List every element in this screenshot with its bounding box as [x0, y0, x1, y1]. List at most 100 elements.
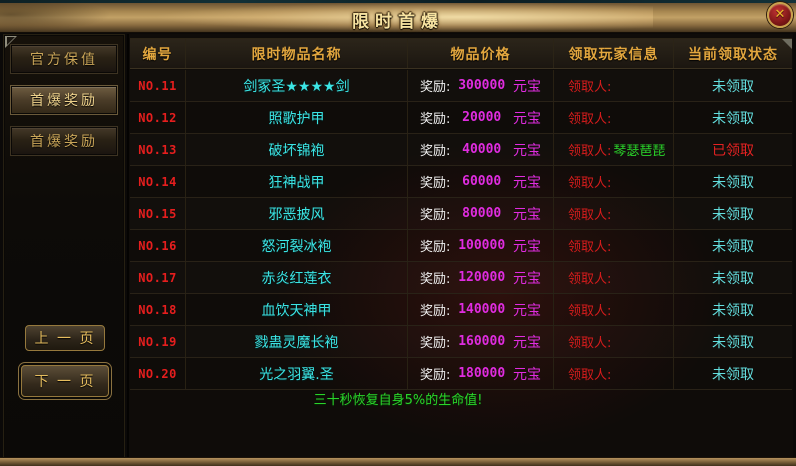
row-number: NO.18: [130, 294, 186, 325]
claimer-prefix-label: 领取人:: [568, 368, 612, 383]
close-button[interactable]: ✕: [767, 2, 793, 28]
corner-fold-top-right: [782, 39, 792, 49]
header-item-price: 物品价格: [408, 39, 554, 68]
price-currency-label: 元宝: [513, 238, 541, 255]
title-bar: [0, 3, 796, 33]
item-name: 怒河裂冰袍: [186, 230, 408, 261]
claim-status: 未领取: [712, 206, 754, 223]
item-name: 赤炎红莲衣: [186, 262, 408, 293]
table-row: NO.12 照歌护甲 奖励: 20000 元宝 领取人: 未领取: [130, 102, 792, 134]
table-row: NO.18 血饮天神甲 奖励: 140000 元宝 领取人: 未领取: [130, 294, 792, 326]
claim-status: 未领取: [712, 270, 754, 287]
price-currency-label: 元宝: [513, 110, 541, 127]
price-value: 80000: [462, 206, 502, 221]
price-value: 160000: [458, 334, 506, 349]
table-row: NO.14 狂神战甲 奖励: 60000 元宝 领取人: 未领取: [130, 166, 792, 198]
price-prefix-label: 奖励:: [420, 272, 451, 287]
claimer-prefix-label: 领取人:: [568, 304, 612, 319]
sidebar-button-first-drop-reward[interactable]: 首爆奖励: [11, 127, 117, 155]
price-prefix-label: 奖励:: [420, 240, 451, 255]
sidebar-button-first-drop-reward-active[interactable]: 首爆奖励: [11, 86, 117, 114]
price-value: 140000: [458, 302, 506, 317]
price-currency-label: 元宝: [513, 270, 541, 287]
table-row: NO.17 赤炎红莲衣 奖励: 120000 元宝 领取人: 未领取: [130, 262, 792, 294]
price-value: 40000: [462, 142, 502, 157]
price-value: 300000: [458, 78, 506, 93]
price-currency-label: 元宝: [513, 206, 541, 223]
claimer-prefix-label: 领取人:: [568, 240, 612, 255]
claimer-cell: 领取人:: [554, 166, 674, 197]
claimer-cell: 领取人:: [554, 358, 674, 389]
row-number: NO.16: [130, 230, 186, 261]
row-number: NO.13: [130, 134, 186, 165]
price-prefix-label: 奖励:: [420, 304, 451, 319]
claim-status: 未领取: [712, 366, 754, 383]
row-number: NO.15: [130, 198, 186, 229]
item-price-cell: 奖励: 160000 元宝: [408, 326, 554, 357]
price-value: 180000: [458, 366, 506, 381]
claim-status: 未领取: [712, 78, 754, 95]
claimer-cell: 领取人:: [554, 294, 674, 325]
price-currency-label: 元宝: [513, 366, 541, 383]
item-price-cell: 奖励: 180000 元宝: [408, 358, 554, 389]
item-name: 破坏锦袍: [186, 134, 408, 165]
row-number: NO.14: [130, 166, 186, 197]
claimer-cell: 领取人:: [554, 326, 674, 357]
item-effect-tip: 三十秒恢复自身5%的生命值!: [313, 393, 483, 408]
item-name: 戮蛊灵魔长袍: [186, 326, 408, 357]
price-prefix-label: 奖励:: [420, 144, 451, 159]
claimer-prefix-label: 领取人:: [568, 272, 612, 287]
item-price-cell: 奖励: 100000 元宝: [408, 230, 554, 261]
claimer-prefix-label: 领取人:: [568, 208, 612, 223]
price-prefix-label: 奖励:: [420, 176, 451, 191]
item-name: 血饮天神甲: [186, 294, 408, 325]
row-number: NO.12: [130, 102, 186, 133]
claimer-prefix-label: 领取人:: [568, 176, 612, 191]
next-page-button[interactable]: 下 一 页: [21, 365, 109, 397]
corner-fold-top-left: [5, 36, 17, 48]
claimer-prefix-label: 领取人:: [568, 112, 612, 127]
claimer-prefix-label: 领取人:: [568, 336, 612, 351]
item-price-cell: 奖励: 140000 元宝: [408, 294, 554, 325]
close-icon: ✕: [774, 7, 786, 22]
price-value: 60000: [462, 174, 502, 189]
claim-status: 未领取: [712, 334, 754, 351]
item-price-cell: 奖励: 80000 元宝: [408, 198, 554, 229]
price-prefix-label: 奖励:: [420, 208, 451, 223]
sidebar: 官方保值 首爆奖励 首爆奖励 上 一 页 下 一 页: [3, 34, 125, 458]
table-row: NO.16 怒河裂冰袍 奖励: 100000 元宝 领取人: 未领取: [130, 230, 792, 262]
window-title: 限时首爆: [352, 12, 444, 32]
item-name: 狂神战甲: [186, 166, 408, 197]
sidebar-button-official-value[interactable]: 官方保值: [11, 45, 117, 73]
claimer-cell: 领取人:: [554, 262, 674, 293]
claim-status: 已领取: [712, 142, 754, 159]
claimer-cell: 领取人:: [554, 198, 674, 229]
price-currency-label: 元宝: [513, 174, 541, 191]
price-prefix-label: 奖励:: [420, 112, 451, 127]
table-row: NO.11 剑冢圣★★★★剑 奖励: 300000 元宝 领取人: 未领取: [130, 70, 792, 102]
header-claimer-info: 领取玩家信息: [554, 39, 674, 68]
claimer-prefix-label: 领取人:: [568, 80, 612, 95]
item-price-cell: 奖励: 20000 元宝: [408, 102, 554, 133]
claim-status: 未领取: [712, 238, 754, 255]
price-value: 120000: [458, 270, 506, 285]
price-prefix-label: 奖励:: [420, 368, 451, 383]
price-currency-label: 元宝: [513, 334, 541, 351]
table-row: NO.19 戮蛊灵魔长袍 奖励: 160000 元宝 领取人: 未领取: [130, 326, 792, 358]
table-row: NO.13 破坏锦袍 奖励: 40000 元宝 领取人: 琴瑟琶琵 已领取: [130, 134, 792, 166]
prev-page-button[interactable]: 上 一 页: [25, 325, 105, 351]
claimer-cell: 领取人:: [554, 70, 674, 101]
row-number: NO.20: [130, 358, 186, 389]
item-name: 光之羽翼.圣: [186, 358, 408, 389]
price-prefix-label: 奖励:: [420, 336, 451, 351]
table-body: NO.11 剑冢圣★★★★剑 奖励: 300000 元宝 领取人: 未领取 NO…: [130, 70, 792, 390]
item-name: 邪恶披风: [186, 198, 408, 229]
row-number: NO.19: [130, 326, 186, 357]
header-number: 编号: [130, 39, 186, 68]
item-price-cell: 奖励: 300000 元宝: [408, 70, 554, 101]
claimer-prefix-label: 领取人:: [568, 144, 612, 159]
table-row: NO.20 光之羽翼.圣 奖励: 180000 元宝 领取人: 未领取: [130, 358, 792, 390]
claim-status: 未领取: [712, 174, 754, 191]
item-price-cell: 奖励: 60000 元宝: [408, 166, 554, 197]
game-background-strip: [0, 0, 796, 3]
